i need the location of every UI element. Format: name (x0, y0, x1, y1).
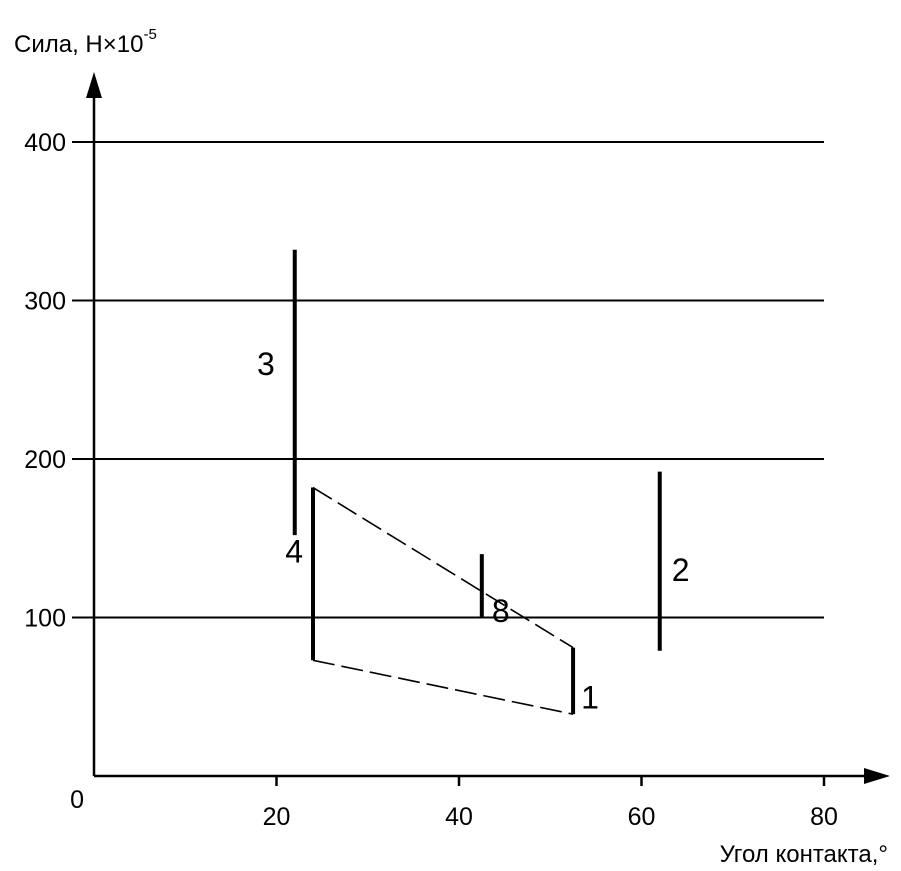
x-tick-label-40: 40 (445, 803, 473, 831)
range-label-1: 1 (581, 680, 599, 716)
y-tick-label-400: 400 (24, 129, 66, 157)
y-axis-title: Сила, Н×10-5 (14, 26, 157, 58)
grid-lines (72, 141, 824, 619)
y-tick-label-100: 100 (24, 605, 66, 633)
y-axis-arrow (86, 72, 102, 98)
dashed-envelope (312, 486, 574, 715)
axes (86, 72, 890, 786)
y-tick-label-200: 200 (24, 446, 66, 474)
y-tick-label-300: 300 (24, 288, 66, 316)
range-bars (292, 249, 662, 715)
range-label-2: 2 (672, 552, 690, 588)
envelope-dashed-line-1 (312, 486, 574, 649)
origin-label: 0 (70, 786, 84, 814)
x-tick-label-60: 60 (628, 803, 656, 831)
x-tick-label-80: 80 (810, 803, 838, 831)
x-axis-arrow (864, 768, 890, 784)
x-axis-title: Угол контакта,° (720, 841, 888, 868)
range-label-3: 3 (257, 346, 275, 382)
range-label-4: 4 (285, 533, 303, 569)
tick-labels: 100 200 300 400 20 40 60 80 3 4 8 2 1 (24, 129, 838, 831)
envelope-dashed-line-2 (312, 659, 574, 715)
x-tick-label-20: 20 (263, 803, 291, 831)
range-label-8: 8 (492, 593, 510, 629)
